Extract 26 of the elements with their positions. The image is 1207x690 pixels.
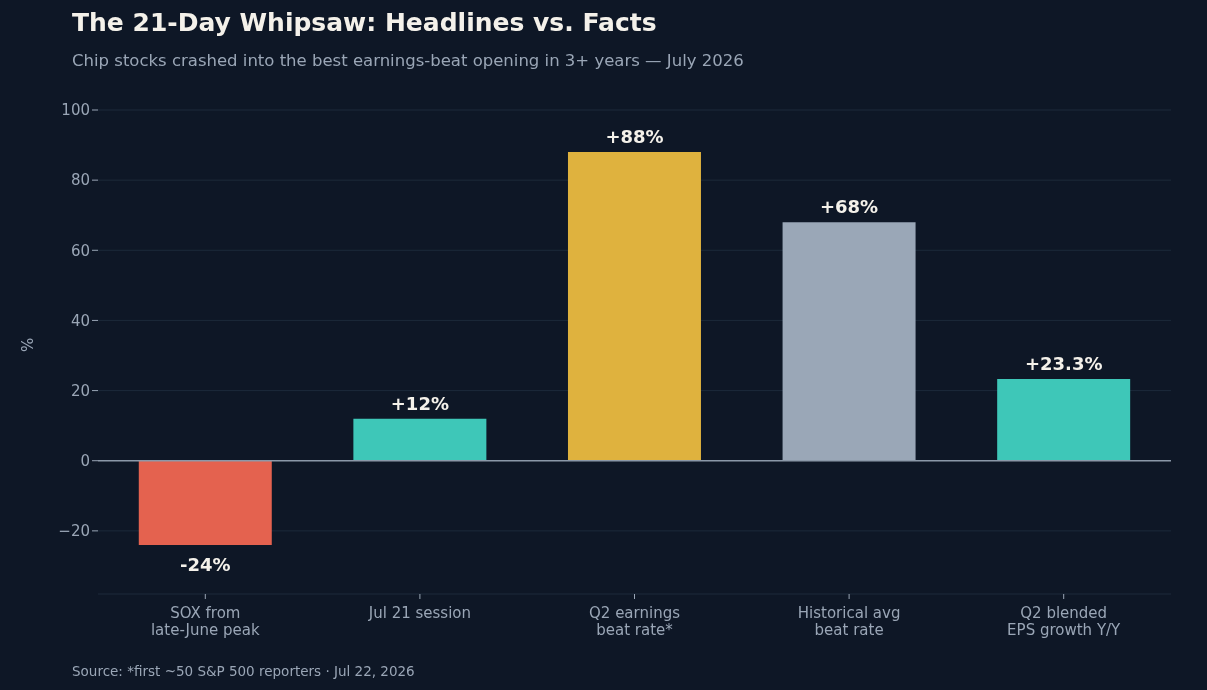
data-label: +12% bbox=[390, 392, 449, 414]
x-tick-label: Jul 21 session bbox=[367, 604, 472, 622]
x-tick-label: Q2 earnings beat rate* bbox=[589, 604, 681, 639]
y-tick-label: 80 bbox=[70, 171, 90, 190]
y-tick-label: 20 bbox=[70, 381, 90, 400]
bar bbox=[782, 222, 916, 461]
source-note: Source: *first ~50 S&P 500 reporters · Jul 22, 2026 bbox=[72, 663, 415, 679]
y-tick-label: 60 bbox=[70, 241, 90, 260]
bar bbox=[567, 152, 701, 461]
bar bbox=[353, 418, 487, 461]
data-label: +68% bbox=[819, 196, 879, 218]
data-label: -24% bbox=[179, 553, 231, 575]
y-tick-label: 40 bbox=[70, 311, 90, 330]
bar bbox=[138, 460, 272, 545]
y-tick-label: 100 bbox=[61, 101, 90, 120]
x-tick-label: Historical avg beat rate bbox=[797, 604, 901, 639]
chart-subtitle: Chip stocks crashed into the best earnings-beat opening in 3+ years — July 2026 bbox=[72, 51, 744, 70]
x-tick-label: SOX from late-June peak bbox=[150, 604, 260, 639]
bar bbox=[997, 379, 1131, 461]
data-label: +88% bbox=[605, 126, 664, 148]
y-axis-title: % bbox=[19, 337, 38, 352]
data-label: +23.3% bbox=[1024, 353, 1103, 375]
chart-title: The 21-Day Whipsaw: Headlines vs. Facts bbox=[72, 8, 657, 37]
x-tick-label: Q2 blended EPS growth Y/Y bbox=[1007, 604, 1122, 639]
y-tick-label: 0 bbox=[80, 452, 90, 471]
y-tick-label: −20 bbox=[58, 522, 90, 541]
